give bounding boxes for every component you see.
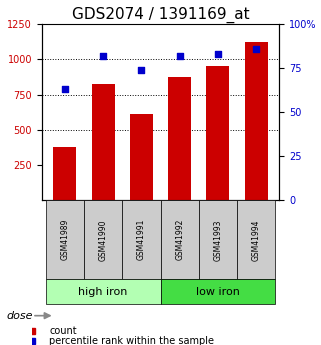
Text: percentile rank within the sample: percentile rank within the sample xyxy=(49,336,214,345)
Bar xyxy=(237,200,275,279)
Bar xyxy=(46,200,84,279)
Point xyxy=(254,46,259,51)
Point xyxy=(215,51,221,57)
Bar xyxy=(91,84,115,200)
Text: GSM41990: GSM41990 xyxy=(99,219,108,260)
Bar xyxy=(53,147,76,200)
Text: count: count xyxy=(49,326,77,336)
Point xyxy=(177,53,182,59)
Text: GSM41989: GSM41989 xyxy=(60,219,69,260)
Text: GSM41991: GSM41991 xyxy=(137,219,146,260)
Text: low iron: low iron xyxy=(196,287,240,296)
Text: GSM41993: GSM41993 xyxy=(213,219,222,260)
Bar xyxy=(245,42,268,200)
Bar xyxy=(199,200,237,279)
Bar xyxy=(130,114,153,200)
Point xyxy=(100,53,106,59)
Text: GSM41992: GSM41992 xyxy=(175,219,184,260)
Point xyxy=(139,67,144,73)
Bar xyxy=(160,279,275,304)
Bar xyxy=(160,200,199,279)
Bar xyxy=(46,279,160,304)
Bar xyxy=(206,66,230,200)
Bar xyxy=(168,77,191,200)
Bar xyxy=(122,200,160,279)
Bar xyxy=(84,200,122,279)
Point xyxy=(62,87,67,92)
Title: GDS2074 / 1391169_at: GDS2074 / 1391169_at xyxy=(72,7,249,23)
Text: high iron: high iron xyxy=(78,287,128,296)
Text: dose: dose xyxy=(6,311,33,321)
Text: GSM41994: GSM41994 xyxy=(252,219,261,260)
